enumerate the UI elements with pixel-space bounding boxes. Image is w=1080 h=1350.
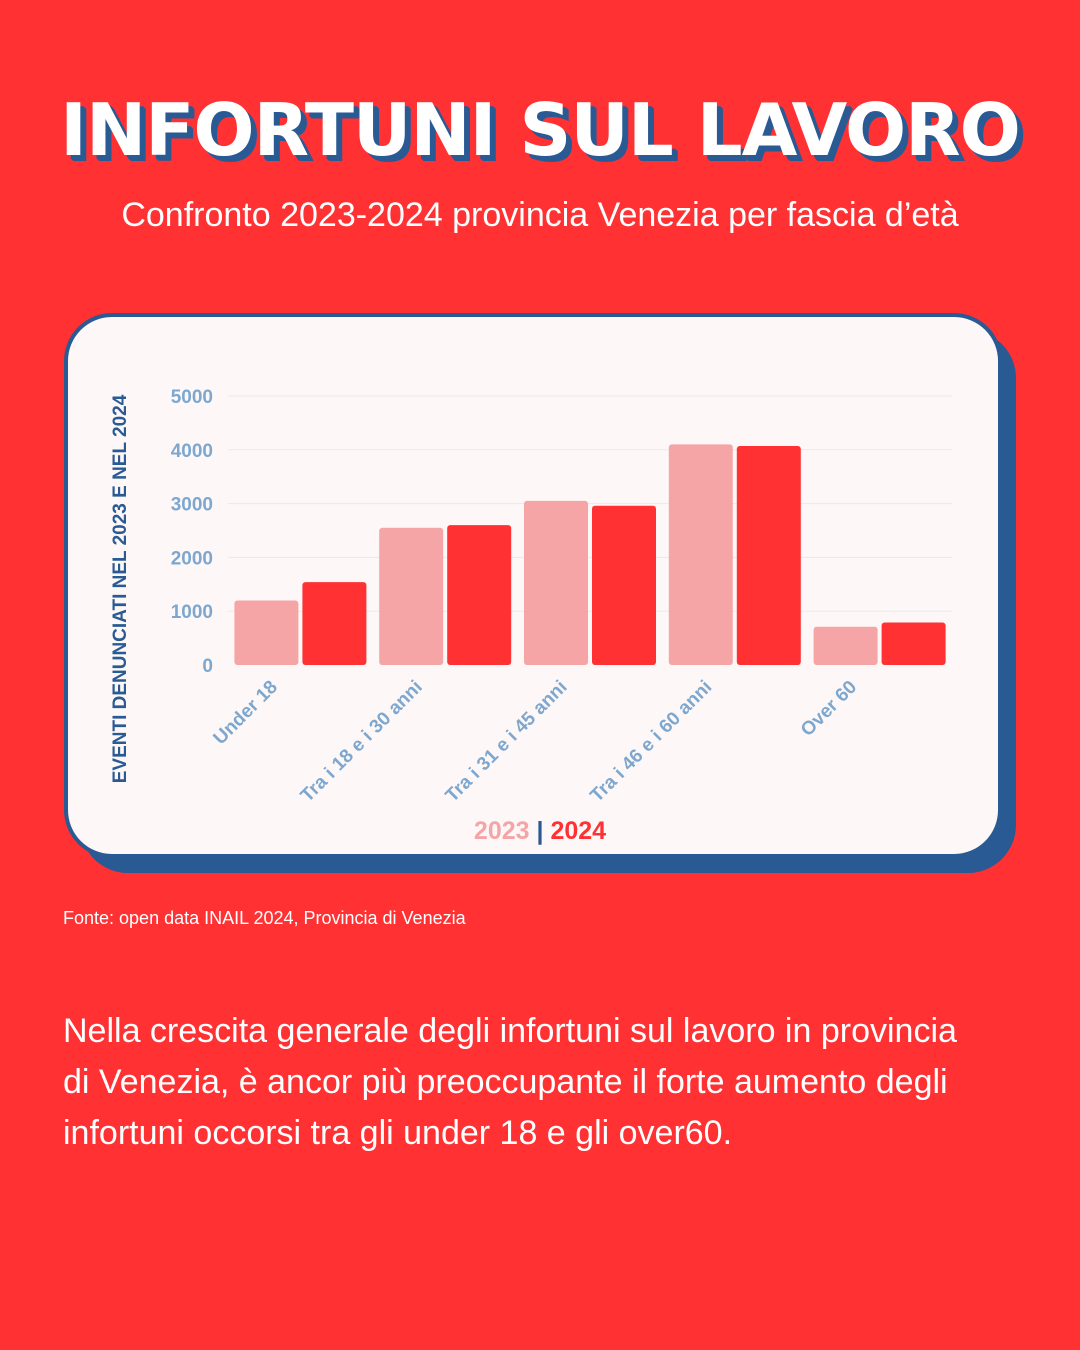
y-tick-label: 4000 bbox=[171, 441, 213, 462]
legend-separator: | bbox=[536, 817, 544, 845]
chart-card bbox=[64, 313, 1002, 858]
page-subtitle: Confronto 2023-2024 provincia Venezia pe… bbox=[121, 196, 959, 234]
y-axis-label: EVENTI DENUNCIATI NEL 2023 E NEL 2024 bbox=[110, 394, 131, 783]
x-tick-label: Under 18 bbox=[210, 677, 282, 749]
x-tick-label: Over 60 bbox=[797, 677, 861, 741]
bar-2024 bbox=[592, 505, 656, 665]
bar-2023 bbox=[379, 527, 444, 665]
y-tick-label: 1000 bbox=[171, 602, 213, 623]
legend-2024: 2024 bbox=[550, 817, 607, 845]
bar-2023 bbox=[524, 500, 588, 665]
chart-legend: 2023 | 2024 bbox=[0, 817, 1080, 846]
y-tick-label: 3000 bbox=[171, 495, 213, 516]
source-note: Fonte: open data INAIL 2024, Provincia d… bbox=[63, 908, 466, 928]
bar-2024 bbox=[302, 582, 367, 665]
y-tick-label: 2000 bbox=[171, 548, 213, 569]
body-paragraph: Nella crescita generale degli infortuni … bbox=[63, 1012, 957, 1152]
page-title: INFORTUNI SUL LAVORO bbox=[60, 88, 1021, 172]
bar-2023 bbox=[234, 600, 299, 665]
x-tick-label: Tra i 31 e i 45 anni bbox=[442, 677, 572, 807]
y-tick-label: 5000 bbox=[171, 387, 213, 408]
bar-2024 bbox=[447, 525, 512, 665]
bar-2024 bbox=[881, 622, 946, 665]
x-tick-label: Tra i 46 e i 60 anni bbox=[586, 677, 716, 807]
bar-2023 bbox=[813, 626, 878, 665]
bar-2024 bbox=[736, 446, 801, 665]
y-tick-label: 0 bbox=[202, 656, 213, 677]
x-tick-label: Tra i 18 e i 30 anni bbox=[297, 677, 427, 807]
bar-2023 bbox=[668, 444, 733, 665]
legend-2023: 2023 bbox=[473, 817, 530, 845]
